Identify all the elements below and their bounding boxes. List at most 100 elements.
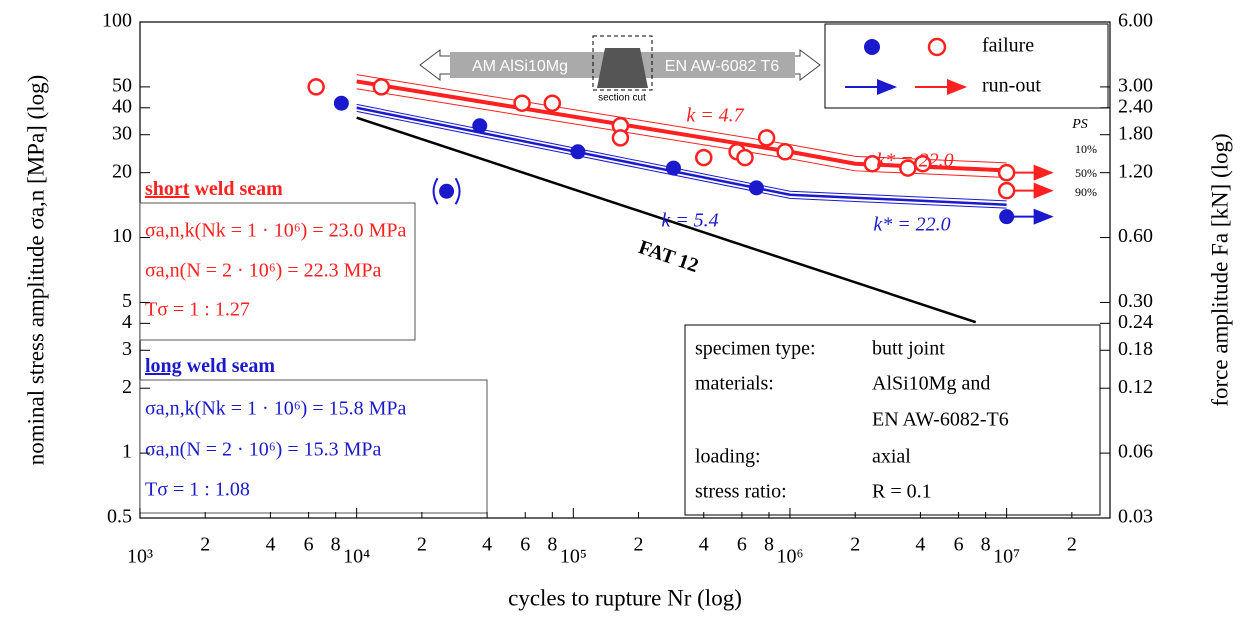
data-point [472, 118, 488, 134]
y-axis-title: nominal stress amplitude σa,n [MPa] (log… [23, 75, 48, 466]
x-tick-label: 2 [850, 534, 860, 556]
y-tick-label: 2 [122, 376, 132, 398]
spec-value: axial [872, 446, 911, 468]
y2-tick-label: 0.60 [1118, 225, 1153, 247]
data-point [997, 181, 1016, 200]
spec-value: R = 0.1 [872, 481, 932, 503]
long-title: long weld seam [145, 355, 275, 377]
x-tick-label: 4 [482, 534, 492, 556]
legend-box [824, 23, 1109, 109]
y2-tick-label: 6.00 [1118, 10, 1153, 32]
spec-box [684, 324, 1101, 516]
data-point [997, 163, 1016, 182]
long-line: Tσ = 1 : 1.08 [145, 479, 250, 501]
annotation: 90% [1075, 185, 1097, 199]
curve [356, 88, 1007, 178]
y2-axis-title: force amplitude Fa [kN] (log) [1207, 133, 1232, 406]
data-point [513, 94, 531, 112]
short-title-rest: weld seam [194, 178, 283, 200]
y2-tick-label: 1.20 [1118, 160, 1153, 182]
annotation: k* = 22.0 [873, 214, 950, 236]
y-tick-label: 0.5 [107, 506, 132, 528]
short-box [139, 202, 416, 341]
curve [356, 116, 977, 324]
spec-value: butt joint [872, 338, 945, 360]
legend-label: run-out [982, 75, 1041, 97]
schematic-right: EN AW-6082 T6 [665, 58, 780, 75]
short-line: σa,n(N = 2 · 10⁶) = 22.3 MPa [145, 260, 382, 282]
x-tick-label: 10³ [127, 546, 153, 568]
bracket [454, 177, 461, 205]
x-tick-label: 6 [954, 534, 964, 556]
spec-label: loading: [695, 446, 761, 468]
x-tick-label: 2 [200, 534, 210, 556]
y-tick-label: 30 [112, 122, 132, 144]
data-point [333, 95, 349, 111]
schematic: AM AlSi10Mg EN AW-6082 T6 section cut [419, 35, 821, 104]
section-cut-label: section cut [598, 93, 646, 104]
x-tick-label: 8 [981, 534, 991, 556]
short-title: short weld seam [145, 178, 283, 200]
y2-tick-label: 2.40 [1118, 95, 1153, 117]
x-tick-label: 6 [520, 534, 530, 556]
data-point [757, 129, 776, 147]
x-tick-label: 10⁷ [993, 546, 1020, 568]
annotation: k = 4.7 [686, 105, 744, 127]
y-tick-label: 3 [122, 338, 132, 360]
y-tick-label: 1 [122, 441, 132, 463]
y2-tick-label: 0.30 [1118, 290, 1153, 312]
legend-symbol [864, 39, 880, 55]
data-point [665, 160, 681, 176]
y-tick-label: 5 [122, 290, 132, 312]
annotation: 50% [1075, 166, 1097, 180]
x-axis-title: cycles to rupture Nr (log) [508, 585, 742, 610]
long-box [139, 379, 488, 514]
legend-label: failure [982, 35, 1034, 57]
x-tick-label: 2 [417, 534, 427, 556]
spec-label: materials: [695, 373, 774, 395]
y2-tick-label: 0.03 [1118, 506, 1153, 528]
annotation: k* = 22.0 [876, 150, 953, 172]
x-tick-label: 8 [764, 534, 774, 556]
bracket [432, 177, 439, 205]
spec-value: EN AW-6082-T6 [872, 409, 1009, 431]
data-point [863, 154, 882, 173]
long-line: σa,n,k(Nk = 1 · 10⁶) = 15.8 MPa [145, 398, 407, 420]
x-tick-label: 6 [737, 534, 747, 556]
spec-label: specimen type: [695, 338, 816, 360]
x-tick-label: 10⁵ [560, 546, 587, 568]
x-tick-label: 8 [331, 534, 341, 556]
section-box [592, 35, 653, 91]
x-tick-label: 6 [304, 534, 314, 556]
data-point [543, 94, 562, 112]
data-point [372, 78, 391, 96]
curve [356, 74, 1007, 164]
y2-tick-label: 0.18 [1118, 338, 1153, 360]
x-tick-label: 4 [265, 534, 275, 556]
curve [356, 79, 1007, 173]
y-tick-label: 50 [112, 74, 132, 96]
y2-tick-label: 3.00 [1118, 74, 1153, 96]
data-point [611, 129, 630, 147]
x-tick-label: 4 [915, 534, 925, 556]
y2-tick-label: 0.24 [1118, 311, 1153, 333]
y2-tick-label: 1.80 [1118, 122, 1153, 144]
x-tick-label: 10⁴ [343, 546, 370, 568]
data-point [736, 148, 754, 167]
annotation: k = 5.4 [661, 210, 718, 232]
annotation: PS [1071, 117, 1088, 132]
y-tick-label: 4 [122, 311, 132, 333]
spec-value: AlSi10Mg and [872, 373, 990, 395]
annotation: FAT 12 [636, 236, 701, 277]
y-tick-label: 100 [102, 10, 132, 32]
x-tick-label: 4 [699, 534, 709, 556]
x-tick-label: 8 [547, 534, 557, 556]
data-point [776, 143, 794, 161]
schematic-left: AM AlSi10Mg [472, 58, 568, 75]
data-point [570, 144, 586, 160]
short-title-word: short [145, 178, 190, 200]
x-tick-label: 2 [1067, 534, 1077, 556]
data-point [999, 209, 1015, 225]
legend: failure run-out [824, 23, 1109, 109]
